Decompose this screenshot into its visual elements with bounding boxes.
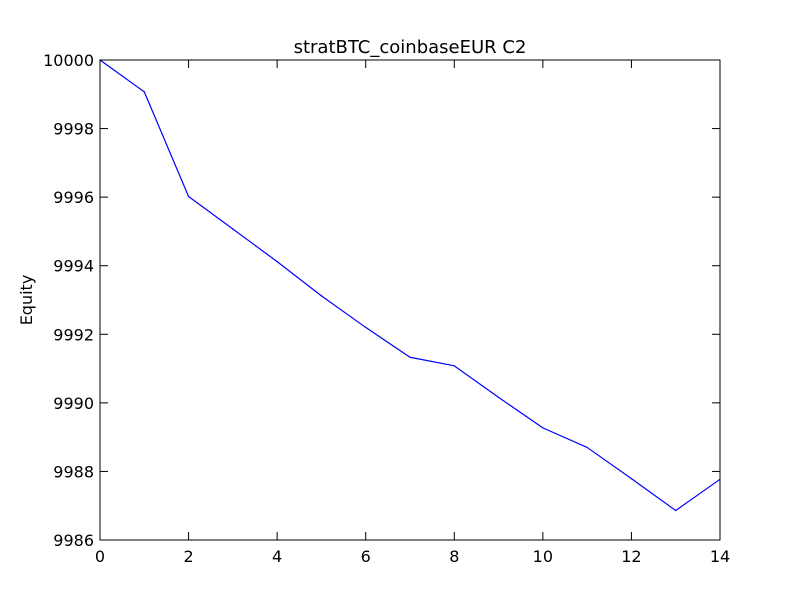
data-point bbox=[453, 365, 455, 367]
y-axis-label: Equity bbox=[17, 275, 36, 326]
data-point bbox=[365, 326, 367, 329]
x-tick-label: 2 bbox=[183, 547, 193, 566]
series-line-segment bbox=[409, 356, 455, 367]
y-tick-label: 10000 bbox=[43, 51, 94, 70]
data-point bbox=[143, 91, 145, 93]
x-tick-label: 4 bbox=[272, 547, 282, 566]
series-line-segment bbox=[276, 261, 323, 297]
series-line-segment bbox=[586, 446, 633, 480]
chart-title: stratBTC_coinbaseEUR C2 bbox=[294, 37, 527, 58]
series-line-segment bbox=[320, 295, 367, 329]
series-line-segment bbox=[187, 195, 234, 230]
x-tick-label: 8 bbox=[449, 547, 459, 566]
data-point bbox=[675, 509, 677, 512]
y-tick-label: 9996 bbox=[53, 188, 94, 207]
series-line-segment bbox=[365, 326, 411, 358]
x-tick-label: 6 bbox=[361, 547, 371, 566]
data-point bbox=[276, 261, 278, 263]
x-tick-label: 12 bbox=[621, 547, 641, 566]
data-point bbox=[630, 478, 633, 480]
data-point bbox=[320, 295, 323, 297]
y-tick-label: 9998 bbox=[53, 120, 94, 139]
series-line-segment bbox=[497, 396, 544, 429]
y-tick-label: 9994 bbox=[53, 257, 94, 276]
series-line-segment bbox=[630, 478, 677, 512]
data-point bbox=[497, 396, 500, 398]
data-point bbox=[409, 356, 411, 358]
series-line-segment bbox=[232, 228, 278, 263]
series-line-segment bbox=[99, 59, 145, 93]
series-line-segment bbox=[143, 91, 190, 198]
y-tick-label: 9990 bbox=[53, 394, 94, 413]
data-point bbox=[586, 446, 588, 449]
series-line-segment bbox=[542, 427, 588, 449]
y-tick-label: 9992 bbox=[53, 325, 94, 344]
x-tick-label: 10 bbox=[533, 547, 553, 566]
series-line-segment bbox=[675, 478, 721, 512]
y-tick-label: 9986 bbox=[53, 531, 94, 550]
series-line-segment bbox=[453, 365, 500, 398]
x-tick-label: 14 bbox=[710, 547, 730, 566]
data-point bbox=[542, 427, 544, 429]
data-point bbox=[187, 195, 190, 198]
x-tick-label: 0 bbox=[95, 547, 105, 566]
data-point bbox=[232, 228, 234, 230]
plot-frame bbox=[99, 59, 721, 541]
series-group bbox=[99, 59, 721, 512]
y-tick-label: 9988 bbox=[53, 462, 94, 481]
